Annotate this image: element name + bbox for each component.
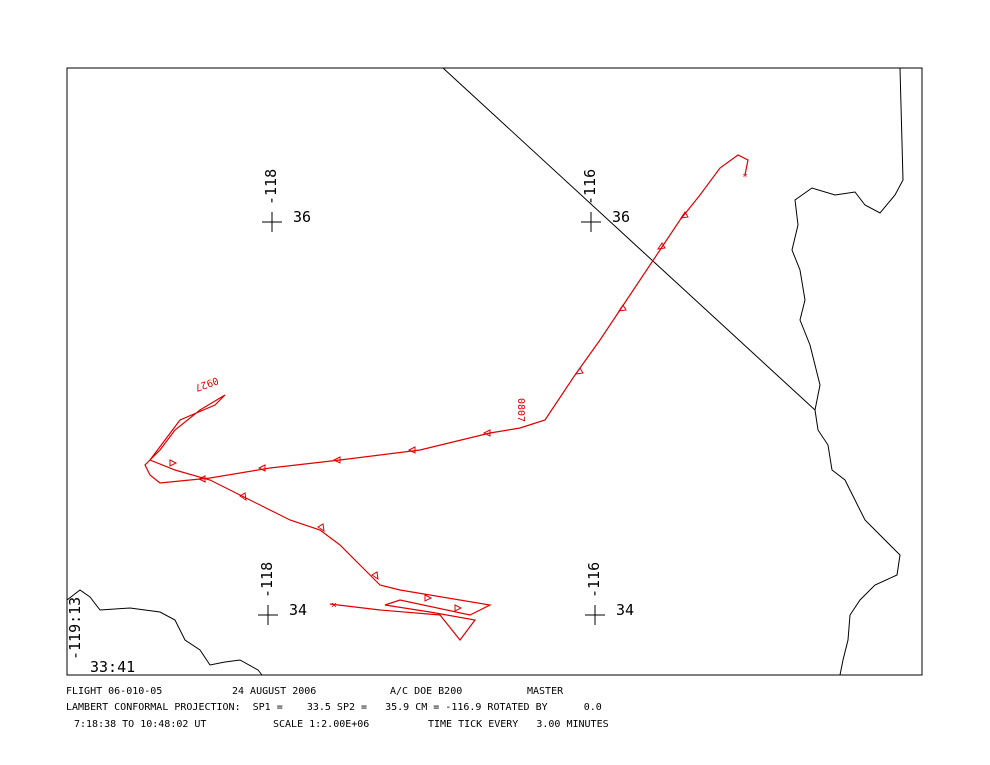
lon-label: -118 <box>262 169 280 205</box>
scale: SCALE 1:2.00E+06 <box>273 719 369 730</box>
time-ticks <box>169 211 689 612</box>
end-marker: × <box>331 600 337 611</box>
aircraft: A/C DOE B200 <box>390 686 462 697</box>
corner-lat: 33:41 <box>90 658 135 676</box>
map-frame <box>66 67 923 676</box>
time-tick: TIME TICK EVERY 3.00 MINUTES <box>428 719 609 730</box>
border-line <box>442 67 816 411</box>
lat-label: 34 <box>616 601 634 619</box>
coastline <box>791 67 904 676</box>
lat-label: 36 <box>612 208 630 226</box>
lon-label: -118 <box>258 562 276 598</box>
flight-date: 24 AUGUST 2006 <box>232 686 316 697</box>
lon-label: -116 <box>581 169 599 205</box>
time-label: 0807 <box>515 398 526 422</box>
time-range: 7:18:38 TO 10:48:02 UT <box>74 719 206 730</box>
coastline <box>66 589 263 676</box>
mode: MASTER <box>527 686 564 697</box>
flight-track <box>144 154 749 641</box>
lon-label: -116 <box>585 562 603 598</box>
corner-lon: -119:13 <box>66 597 84 660</box>
start-marker: * <box>742 172 748 183</box>
flight-id: FLIGHT 06-010-05 <box>66 686 162 697</box>
graticule-marks <box>258 212 605 625</box>
projection: LAMBERT CONFORMAL PROJECTION: SP1 = 33.5… <box>66 702 602 713</box>
time-label: 0927 <box>193 374 219 393</box>
lat-label: 34 <box>289 601 307 619</box>
lat-label: 36 <box>293 208 311 226</box>
